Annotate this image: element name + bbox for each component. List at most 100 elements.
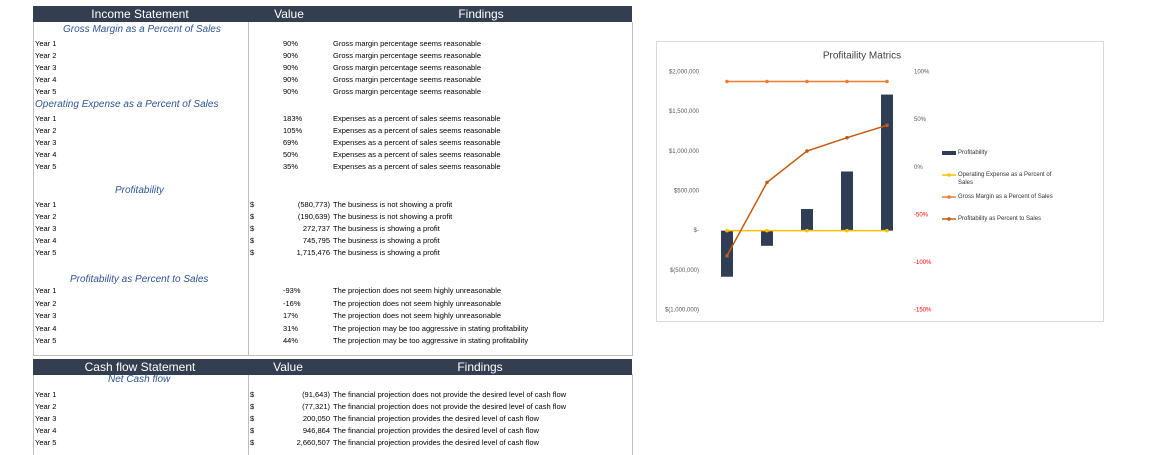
finding: The business is showing a profit (333, 224, 440, 233)
legend-swatch (942, 151, 956, 155)
value: 69% (283, 138, 299, 147)
value: 17% (283, 311, 299, 320)
row-label: Year 5 (35, 87, 57, 96)
legend-swatch (947, 217, 951, 221)
y2-tick-label: -150% (914, 308, 932, 314)
y-tick-label: $(1,000,000) (665, 308, 699, 314)
finding: The projection does not seem highly unre… (333, 298, 502, 308)
chart-frame (656, 41, 1104, 322)
finding: The financial projection does not provid… (333, 402, 567, 411)
finding: Expenses as a percent of sales seems rea… (333, 114, 501, 123)
y-tick-label: $1,000,000 (669, 149, 700, 155)
legend-label: Profitability (958, 150, 988, 156)
finding: The business is not showing a profit (333, 200, 453, 209)
row-label: Year 5 (35, 248, 57, 257)
point (845, 79, 849, 84)
section-title: Profitability (115, 185, 164, 196)
finding: Expenses as a percent of sales seems rea… (333, 126, 501, 135)
header-bar (33, 6, 632, 22)
point (725, 228, 729, 233)
value: 90% (283, 39, 299, 48)
value: 2,660,507 (296, 438, 330, 447)
y2-tick-label: 50% (914, 117, 927, 123)
row-label: Year 3 (35, 224, 57, 233)
point (805, 149, 809, 153)
currency: $ (250, 438, 255, 447)
point (845, 135, 849, 140)
row-label: Year 4 (35, 75, 57, 84)
header-cell: Income Statement (91, 7, 189, 21)
section-title: Profitability as Percent to Sales (70, 274, 209, 285)
finding: Expenses as a percent of sales seems rea… (333, 150, 501, 159)
point (885, 123, 889, 128)
row-label: Year 3 (35, 414, 57, 423)
value: 90% (283, 63, 299, 72)
value: (91,643) (302, 390, 330, 399)
row-label: Year 4 (35, 150, 57, 159)
value: 44% (283, 336, 299, 345)
value: 200,050 (302, 414, 330, 423)
value: 35% (283, 162, 299, 171)
header-cell: Findings (458, 7, 504, 21)
value: 105% (283, 126, 303, 135)
row-label: Year 2 (35, 51, 57, 60)
finding: The financial projection provides the de… (333, 414, 539, 423)
row-label: Year 1 (35, 114, 57, 123)
value: 946,864 (302, 426, 330, 435)
row-label: Year 1 (35, 39, 57, 48)
finding: The business is showing a profit (333, 236, 440, 245)
row-label: Year 5 (35, 162, 57, 171)
finding: The financial projection provides the de… (333, 438, 539, 447)
point (805, 79, 809, 84)
finding: The projection does not seem highly unre… (333, 286, 502, 295)
column-border (248, 22, 249, 355)
currency: $ (250, 224, 255, 233)
finding: The financial projection does not provid… (333, 390, 567, 399)
value: (190,639) (297, 212, 330, 221)
value: 31% (283, 323, 299, 333)
value: 183% (283, 114, 303, 123)
point (845, 228, 849, 233)
finding: The projection does not seem highly unre… (333, 311, 502, 320)
point (725, 253, 729, 258)
y-tick-label: $1,500,000 (669, 109, 700, 115)
value: 90% (283, 87, 299, 96)
y-tick-label: $- (694, 228, 699, 234)
point (725, 79, 729, 84)
finding: Gross margin percentage seems reasonable (333, 63, 481, 72)
chart-title: Profitaility Matrics (823, 51, 901, 62)
row-label: Year 2 (35, 402, 57, 411)
legend-swatch (947, 173, 951, 177)
point (765, 79, 769, 84)
finding: The projection may be too aggressive in … (333, 323, 529, 333)
row-label: Year 5 (35, 336, 57, 345)
finding: Gross margin percentage seems reasonable (333, 39, 481, 48)
point (805, 228, 809, 233)
y-tick-label: $(500,000) (670, 268, 699, 274)
finding: The financial projection provides the de… (333, 426, 539, 435)
finding: The business is not showing a profit (333, 212, 453, 221)
currency: $ (250, 248, 255, 257)
line (726, 124, 888, 257)
value: 90% (283, 75, 299, 84)
header-bar (33, 359, 632, 375)
row-label: Year 3 (35, 138, 57, 147)
section-title: Operating Expense as a Percent of Sales (35, 99, 219, 110)
header-cell: Cash flow Statement (84, 360, 196, 374)
y2-tick-label: 100% (914, 70, 930, 76)
value: -93% (283, 286, 301, 295)
row-label: Year 1 (35, 286, 57, 295)
value: 1,715,476 (296, 248, 330, 257)
legend-swatch (947, 195, 951, 199)
row-label: Year 2 (35, 298, 57, 308)
y-tick-label: $2,000,000 (669, 70, 700, 76)
section-title: Gross Margin as a Percent of Sales (63, 24, 221, 35)
row-label: Year 2 (35, 212, 57, 221)
row-label: Year 1 (35, 200, 57, 209)
sheet-border (33, 22, 633, 356)
finding: Gross margin percentage seems reasonable (333, 87, 481, 96)
header-cell: Findings (457, 360, 503, 374)
point (765, 180, 769, 185)
finding: Expenses as a percent of sales seems rea… (333, 162, 501, 171)
